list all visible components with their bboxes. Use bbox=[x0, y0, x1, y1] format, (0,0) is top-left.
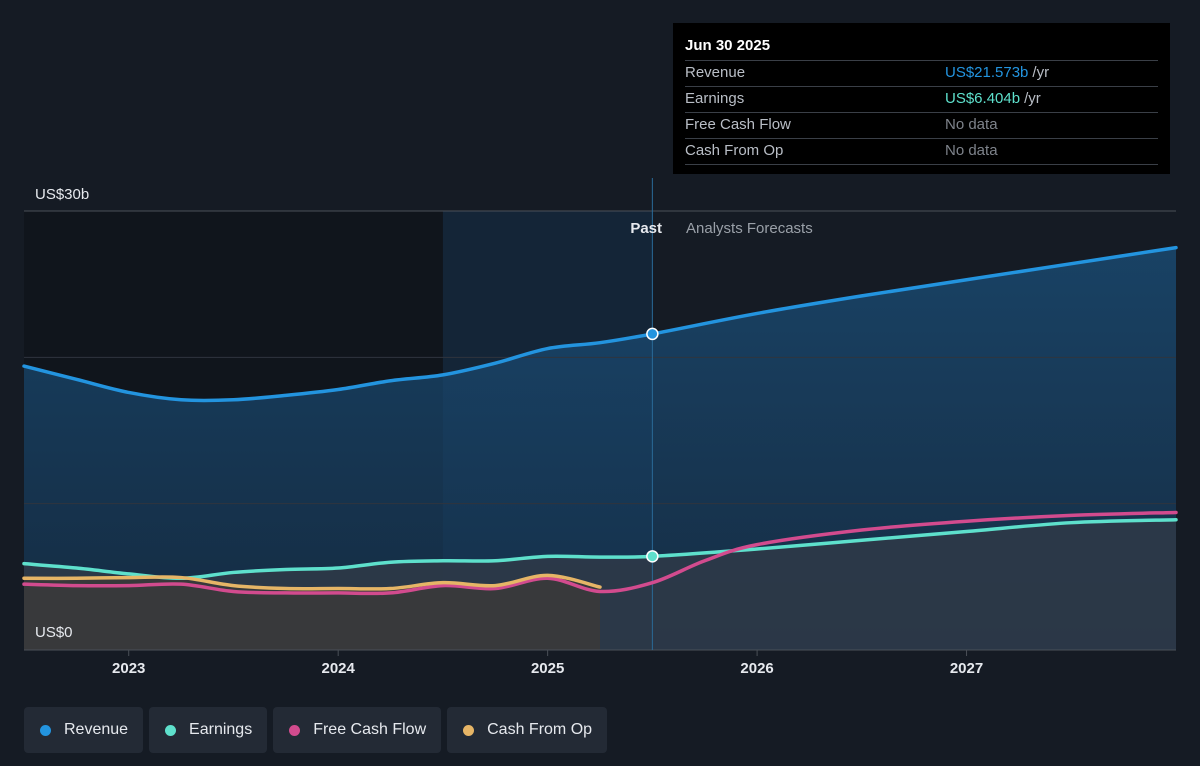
tooltip-date: Jun 30 2025 bbox=[685, 37, 771, 54]
tooltip-unit: /yr bbox=[1024, 90, 1041, 107]
legend-label: Cash From Op bbox=[487, 721, 593, 738]
legend-label: Revenue bbox=[64, 721, 129, 738]
tooltip-label: Earnings bbox=[685, 90, 745, 107]
revenue-marker bbox=[646, 327, 659, 341]
y-min-label: US$0 bbox=[35, 624, 73, 641]
earnings-marker bbox=[646, 550, 659, 563]
tooltip-row-revenue: Revenue US$21.573b /yr bbox=[685, 60, 1158, 86]
legend-item-cash-from-op[interactable]: Cash From Op bbox=[447, 707, 608, 753]
legend-label: Free Cash Flow bbox=[313, 721, 427, 738]
revenue-line bbox=[22, 245, 1178, 403]
tooltip-row-cash-from-op: Cash From Op No data bbox=[685, 138, 1158, 165]
tooltip-row-earnings: Earnings US$6.404b /yr bbox=[685, 86, 1158, 112]
x-tick-label: 2025 bbox=[531, 660, 564, 677]
x-tick-label: 2026 bbox=[740, 660, 773, 677]
forecast-label: Analysts Forecasts bbox=[686, 220, 813, 237]
free-cash-flow-line bbox=[22, 510, 1178, 596]
cash-from-op-area bbox=[24, 575, 600, 650]
tooltip-label: Cash From Op bbox=[685, 142, 784, 159]
tooltip-value: US$6.404b bbox=[945, 90, 1021, 107]
earnings-dot-icon bbox=[165, 724, 177, 736]
free-cash-flow-dot-icon bbox=[289, 724, 301, 736]
tooltip-label: Free Cash Flow bbox=[685, 116, 791, 133]
past-label: Past bbox=[630, 220, 662, 237]
tooltip-unit: /yr bbox=[1032, 64, 1050, 81]
cash-from-op-line bbox=[22, 573, 602, 591]
tooltip-label: Revenue bbox=[685, 64, 746, 81]
x-tick-label: 2027 bbox=[950, 660, 983, 677]
tooltip-rows: Revenue US$21.573b /yr Earnings US$6.404… bbox=[685, 60, 1158, 165]
y-max-label: US$30b bbox=[35, 186, 89, 203]
legend-item-revenue[interactable]: Revenue bbox=[24, 707, 144, 753]
tooltip-row-free-cash-flow: Free Cash Flow No data bbox=[685, 112, 1158, 138]
legend-item-earnings[interactable]: Earnings bbox=[149, 707, 268, 753]
tooltip: Jun 30 2025 Revenue US$21.573b /yr Earni… bbox=[673, 23, 1170, 174]
legend-item-free-cash-flow[interactable]: Free Cash Flow bbox=[273, 707, 442, 753]
tooltip-value: No data bbox=[945, 142, 998, 159]
legend-label: Earnings bbox=[189, 721, 253, 738]
tooltip-value: US$21.573b bbox=[945, 64, 1029, 81]
cash-from-op-dot-icon bbox=[463, 724, 475, 736]
legend: Revenue Earnings Free Cash Flow Cash Fro… bbox=[24, 707, 608, 753]
tooltip-value: No data bbox=[945, 116, 998, 133]
x-tick-label: 2024 bbox=[321, 660, 355, 677]
x-tick-label: 2023 bbox=[112, 660, 145, 677]
revenue-dot-icon bbox=[40, 724, 51, 736]
